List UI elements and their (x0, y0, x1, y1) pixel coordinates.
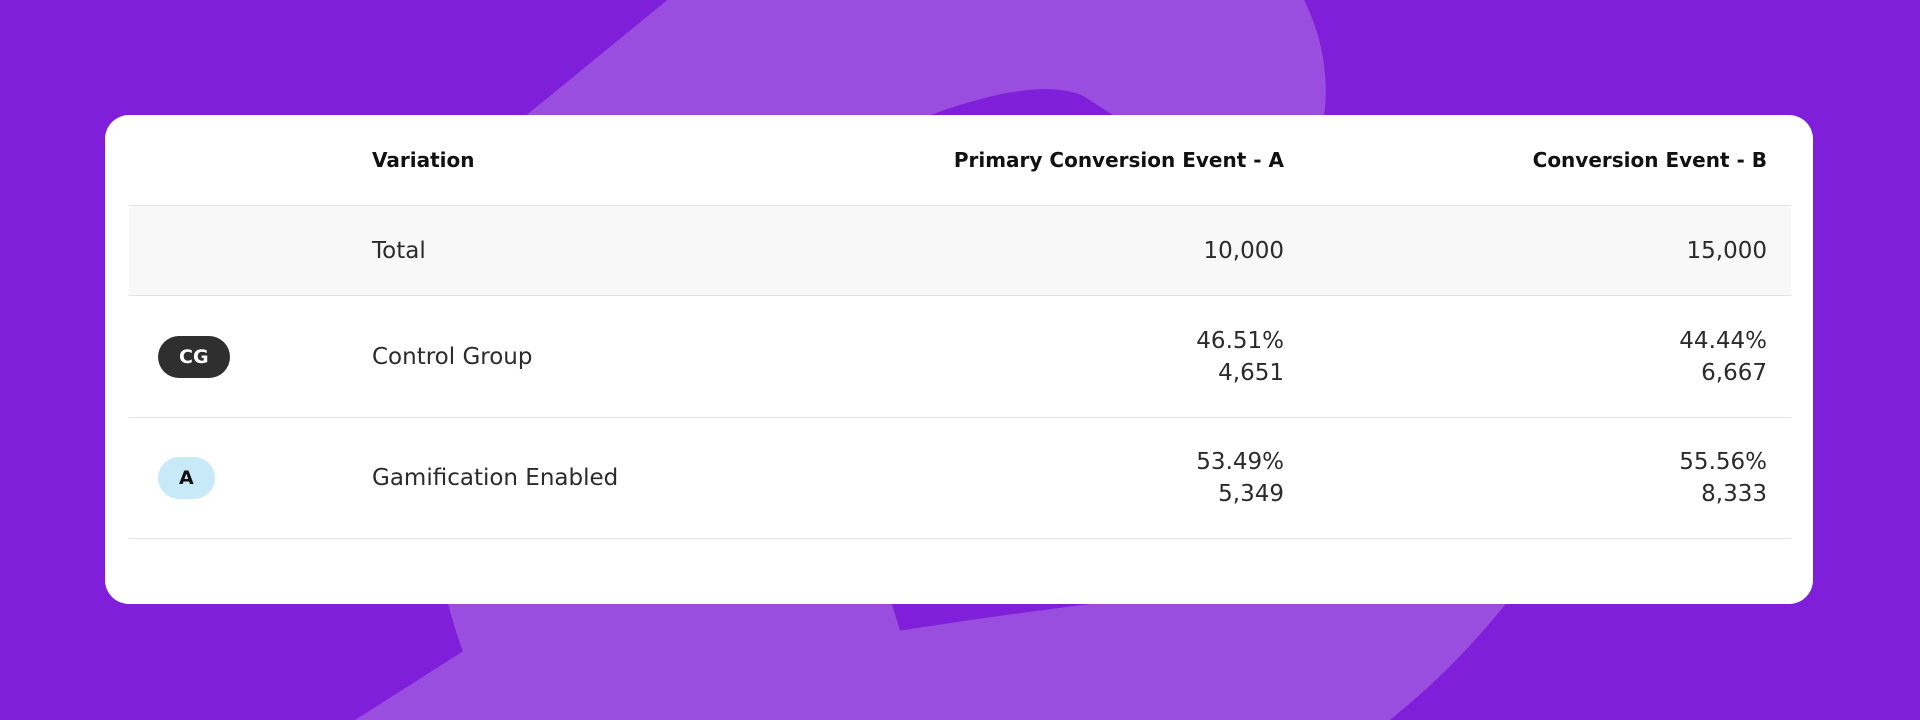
table-row: A Gamification Enabled 53.49% 5,349 55.56% 8,… (129, 418, 1791, 539)
count: 10,000 (1203, 237, 1284, 264)
metric-cell: 55.56% 8,333 (1679, 418, 1767, 538)
header-text: Conversion Event - B (1532, 148, 1767, 172)
variation-name: Gamification Enabled (372, 418, 618, 538)
count: 8,333 (1701, 481, 1767, 507)
metric-cell: 44.44% 6,667 (1679, 296, 1767, 417)
column-header: Conversion Event - B (1533, 115, 1767, 205)
percent: 55.56% (1679, 449, 1767, 475)
variation-name: Total (372, 206, 426, 295)
results-card: Variation Primary Conversion Event - A Con… (105, 115, 1813, 604)
name-text: Control Group (372, 343, 533, 370)
column-header: Primary Conversion Event - A (954, 115, 1284, 205)
column-header: Variation (372, 115, 475, 205)
metric-cell: 53.49% 5,349 (1196, 418, 1284, 538)
percent: 46.51% (1196, 327, 1284, 354)
header-text: Primary Conversion Event - A (953, 148, 1284, 172)
name-text: Total (372, 237, 426, 264)
variation-badge: CG (158, 335, 230, 378)
table-row: Total 10,000 15,000 (129, 206, 1791, 296)
header-text: Variation (372, 148, 475, 172)
count: 15,000 (1686, 237, 1767, 264)
table-row: CG Control Group 46.51% 4,651 44.44% 6,667 (129, 296, 1791, 418)
count: 6,667 (1701, 359, 1767, 386)
count: 5,349 (1218, 481, 1284, 507)
variation-badge: A (158, 457, 215, 499)
name-text: Gamification Enabled (372, 465, 619, 491)
percent: 44.44% (1679, 327, 1767, 354)
variation-name: Control Group (372, 296, 532, 417)
percent: 53.49% (1196, 449, 1284, 475)
metric-cell: 10,000 (1204, 206, 1284, 295)
count: 4,651 (1218, 359, 1284, 386)
metric-cell: 15,000 (1687, 206, 1767, 295)
header-row: Variation Primary Conversion Event - A Con… (129, 115, 1791, 206)
metric-cell: 46.51% 4,651 (1196, 296, 1284, 417)
